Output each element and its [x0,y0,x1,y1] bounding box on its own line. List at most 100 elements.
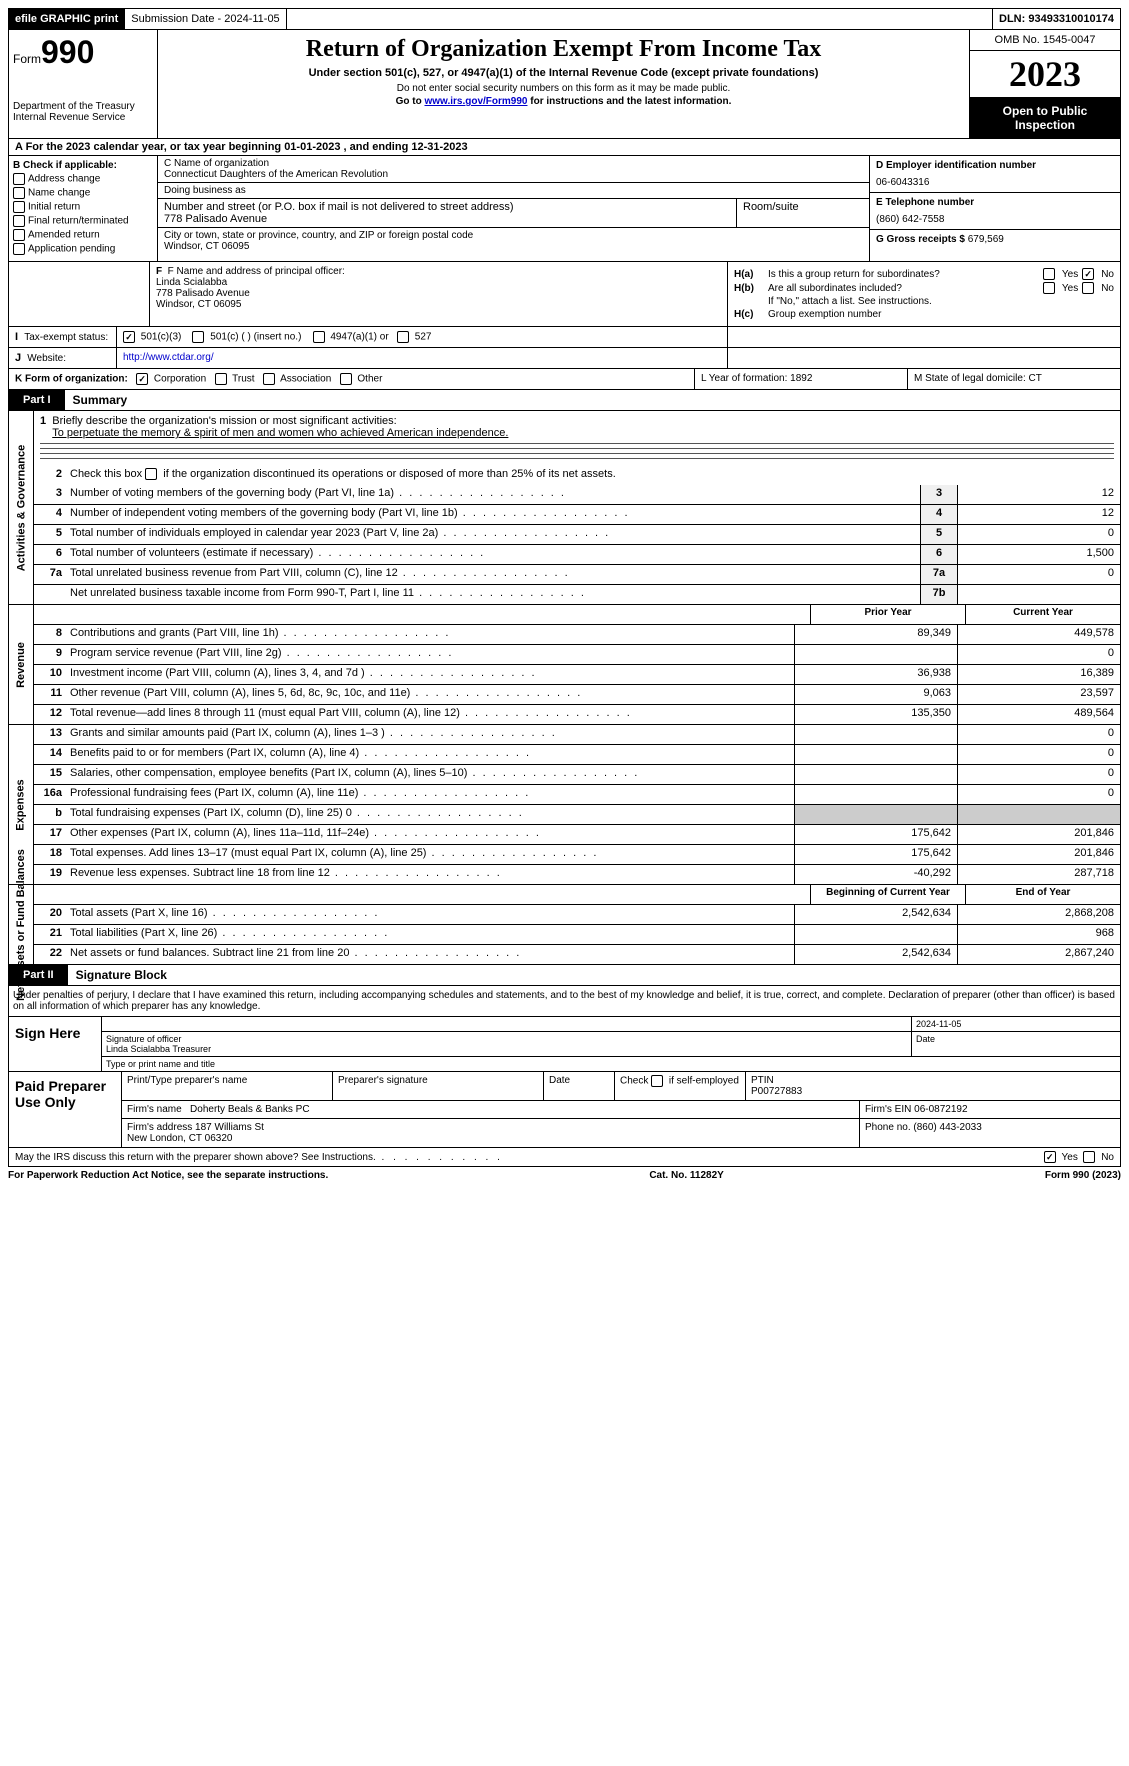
state-domicile: M State of legal domicile: CT [907,369,1120,389]
ein-value: 06-6043316 [876,171,1114,188]
officer-group-section: F F Name and address of principal office… [8,262,1121,327]
summary-line: 12Total revenue—add lines 8 through 11 (… [34,705,1120,724]
cb-final-return[interactable]: Final return/terminated [13,215,153,227]
instructions-link-line: Go to www.irs.gov/Form990 for instructio… [166,96,961,107]
box-b: B Check if applicable: Address change Na… [9,156,158,261]
firm-phone: (860) 443-2033 [913,1122,981,1133]
street-label: Number and street (or P.O. box if mail i… [164,201,730,213]
form-header: Form990 Department of the Treasury Inter… [8,30,1121,139]
street-value: 778 Palisado Avenue [164,213,730,225]
cb-discuss-no[interactable] [1083,1151,1095,1163]
summary-line: 13Grants and similar amounts paid (Part … [34,725,1120,745]
officer-sig-label: Signature of officer [106,1034,907,1044]
begin-year-hdr: Beginning of Current Year [810,885,965,904]
form-ref: Form 990 (2023) [1045,1170,1121,1181]
summary-line: 5Total number of individuals employed in… [34,525,1120,545]
summary-line: 7aTotal unrelated business revenue from … [34,565,1120,585]
box-d: D Employer identification number 06-6043… [869,156,1120,261]
cb-501c[interactable] [192,331,204,343]
irs-link[interactable]: www.irs.gov/Form990 [424,96,527,107]
summary-line: 14Benefits paid to or for members (Part … [34,745,1120,765]
current-year-hdr: Current Year [965,605,1120,624]
gross-receipts-value: 679,569 [968,234,1004,245]
dept-treasury: Department of the Treasury Internal Reve… [13,101,153,123]
summary-line: 4Number of independent voting members of… [34,505,1120,525]
part-1-header: Part I Summary [8,390,1121,411]
hb-note: If "No," attach a list. See instructions… [734,296,1114,307]
cb-527[interactable] [397,331,409,343]
cb-name-change[interactable]: Name change [13,187,153,199]
rev-tab: Revenue [15,642,27,688]
summary-line: 21Total liabilities (Part X, line 26)968 [34,925,1120,945]
line-2: Check this box if the organization disco… [66,466,1120,485]
expenses-section: Expenses 13Grants and similar amounts pa… [8,725,1121,885]
summary-line: 19Revenue less expenses. Subtract line 1… [34,865,1120,884]
exp-tab: Expenses [15,779,27,830]
top-bar: efile GRAPHIC print Submission Date - 20… [8,8,1121,30]
city-label: City or town, state or province, country… [164,230,863,241]
end-year-hdr: End of Year [965,885,1120,904]
cb-amended[interactable]: Amended return [13,229,153,241]
summary-line: 9Program service revenue (Part VIII, lin… [34,645,1120,665]
cb-ha-yes[interactable] [1043,268,1055,280]
cb-hb-no[interactable] [1082,282,1094,294]
row-i: I Tax-exempt status: 501(c)(3) 501(c) ( … [8,327,1121,348]
cb-ha-no[interactable] [1082,268,1094,280]
cb-discontinued[interactable] [145,468,157,480]
omb-number: OMB No. 1545-0047 [970,30,1120,51]
form-title: Return of Organization Exempt From Incom… [166,36,961,63]
firm-ein: 06-0872192 [914,1104,967,1115]
dba-label: Doing business as [164,185,863,196]
officer-sig-name: Linda Scialabba Treasurer [106,1044,907,1054]
row-klm: K Form of organization: Corporation Trus… [8,369,1121,390]
summary-line: 20Total assets (Part X, line 16)2,542,63… [34,905,1120,925]
ein-label: D Employer identification number [876,160,1114,171]
prep-sig-label: Preparer's signature [333,1072,544,1100]
ptin-value: P00727883 [751,1086,802,1097]
firm-name: Doherty Beals & Banks PC [190,1104,310,1115]
website-link[interactable]: http://www.ctdar.org/ [123,352,214,363]
summary-line: 10Investment income (Part VIII, column (… [34,665,1120,685]
sign-here-block: Sign Here 2024-11-05 Signature of office… [8,1017,1121,1072]
prep-date-label: Date [544,1072,615,1100]
summary-line: 16aProfessional fundraising fees (Part I… [34,785,1120,805]
summary-line: 15Salaries, other compensation, employee… [34,765,1120,785]
cb-discuss-yes[interactable] [1044,1151,1056,1163]
org-info-section: B Check if applicable: Address change Na… [8,156,1121,262]
box-c: C Name of organization Connecticut Daugh… [158,156,869,261]
self-emp-check[interactable]: Check if self-employed [615,1072,746,1100]
summary-line: 3Number of voting members of the governi… [34,485,1120,505]
paperwork-notice: For Paperwork Reduction Act Notice, see … [8,1170,328,1181]
dln: DLN: 93493310010174 [993,9,1120,29]
cb-application-pending[interactable]: Application pending [13,243,153,255]
officer-name: Linda Scialabba [156,277,721,288]
cb-hb-yes[interactable] [1043,282,1055,294]
paid-preparer-block: Paid Preparer Use Only Print/Type prepar… [8,1072,1121,1148]
form-number: Form990 [13,34,153,71]
cb-address-change[interactable]: Address change [13,173,153,185]
prior-year-hdr: Prior Year [810,605,965,624]
efile-label: efile GRAPHIC print [9,9,125,29]
cb-initial-return[interactable]: Initial return [13,201,153,213]
cb-501c3[interactable] [123,331,135,343]
cb-other[interactable] [340,373,352,385]
officer-addr1: 778 Palisado Avenue [156,288,721,299]
org-name-label: C Name of organization [164,158,863,169]
net-tab: Net Assets or Fund Balances [15,849,27,1001]
cb-assoc[interactable] [263,373,275,385]
sig-declaration: Under penalties of perjury, I declare th… [8,986,1121,1017]
cb-corp[interactable] [136,373,148,385]
cb-4947[interactable] [313,331,325,343]
phone-label: E Telephone number [876,197,1114,208]
summary-line: Net unrelated business taxable income fr… [34,585,1120,604]
cb-trust[interactable] [215,373,227,385]
mission-text: To perpetuate the memory & spirit of men… [52,427,508,439]
form-subtitle: Under section 501(c), 527, or 4947(a)(1)… [166,67,961,79]
footer: For Paperwork Reduction Act Notice, see … [8,1167,1121,1184]
sig-date: 2024-11-05 [911,1017,1120,1031]
phone-value: (860) 642-7558 [876,208,1114,225]
officer-addr2: Windsor, CT 06095 [156,299,721,310]
part-2-header: Part II Signature Block [8,965,1121,986]
summary-line: 18Total expenses. Add lines 13–17 (must … [34,845,1120,865]
org-name: Connecticut Daughters of the American Re… [164,169,863,180]
